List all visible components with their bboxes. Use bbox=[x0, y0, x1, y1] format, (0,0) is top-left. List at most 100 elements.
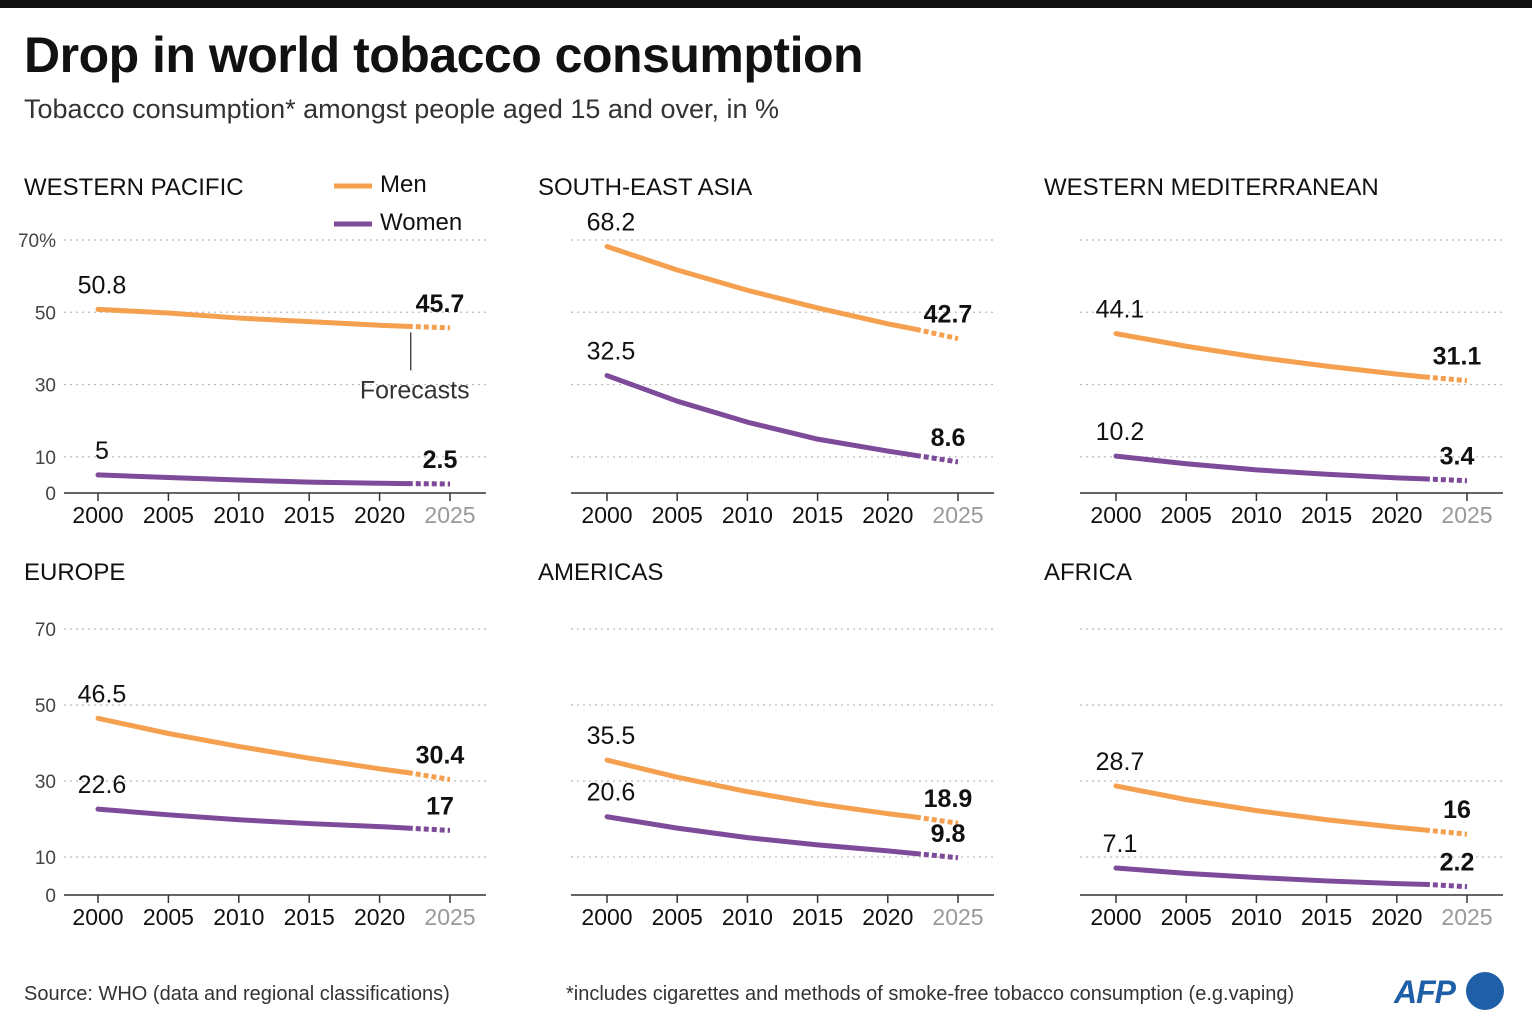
x-tick-label: 2010 bbox=[213, 502, 264, 528]
page-title: Drop in world tobacco consumption bbox=[24, 27, 864, 83]
start-value-label-women: 32.5 bbox=[587, 338, 636, 366]
start-value-label-women: 7.1 bbox=[1103, 830, 1138, 858]
x-tick-label: 2015 bbox=[1301, 904, 1352, 930]
region-title: EUROPE bbox=[24, 559, 125, 586]
x-tick-label: 2005 bbox=[652, 904, 703, 930]
x-tick-label: 2000 bbox=[581, 904, 632, 930]
x-tick-label: 2025 bbox=[1441, 904, 1492, 930]
x-tick-label: 2025 bbox=[932, 904, 983, 930]
start-value-label-men: 46.5 bbox=[78, 680, 127, 708]
y-tick-label: 70 bbox=[35, 620, 56, 641]
series-line-women bbox=[95, 472, 411, 487]
region-title: AFRICA bbox=[1044, 559, 1132, 586]
end-value-label-women: 2.2 bbox=[1440, 849, 1475, 877]
source-note: Source: WHO (data and regional classific… bbox=[24, 983, 450, 1005]
y-tick-label: 30 bbox=[35, 376, 56, 397]
region-chart-south-east-asia: SOUTH-EAST ASIA 2000 2005 2010 2015 2020 2025 6… bbox=[538, 174, 994, 528]
y-tick-label: 50 bbox=[35, 303, 56, 324]
start-value-label-men: 35.5 bbox=[587, 722, 636, 750]
x-tick-label: 2015 bbox=[284, 502, 335, 528]
x-tick-label: 2015 bbox=[792, 502, 843, 528]
x-tick-label: 2015 bbox=[284, 904, 335, 930]
region-title: SOUTH-EAST ASIA bbox=[538, 174, 752, 201]
legend-label-women: Women bbox=[380, 209, 462, 236]
end-value-label-women: 2.5 bbox=[423, 446, 458, 474]
forecast-label: Forecasts bbox=[360, 376, 470, 404]
series-line-men bbox=[95, 715, 411, 776]
series-line-men bbox=[1113, 783, 1428, 833]
x-tick-label: 2005 bbox=[143, 502, 194, 528]
x-tick-label: 2025 bbox=[424, 904, 475, 930]
series-forecast-women bbox=[1424, 881, 1468, 890]
x-tick-label: 2020 bbox=[1371, 502, 1422, 528]
end-value-label-men: 18.9 bbox=[924, 785, 973, 813]
series-line-men bbox=[1113, 331, 1428, 380]
series-line-women bbox=[604, 373, 919, 458]
x-tick-label: 2000 bbox=[1090, 502, 1141, 528]
x-tick-label: 2025 bbox=[424, 502, 475, 528]
top-rule bbox=[0, 0, 1532, 8]
end-value-label-women: 3.4 bbox=[1440, 443, 1475, 471]
region-chart-europe: EUROPE 0 10 30 50 70 2000 2005 2010 2015 2020 2025 4… bbox=[24, 559, 486, 930]
x-tick-label: 2020 bbox=[862, 502, 913, 528]
x-tick-label: 2020 bbox=[862, 904, 913, 930]
region-chart-americas: AMERICAS 2000 2005 2010 2015 2020 2025 35.5 18.9… bbox=[538, 559, 994, 930]
y-tick-label: 10 bbox=[35, 848, 56, 869]
start-value-label-men: 68.2 bbox=[587, 209, 636, 237]
x-tick-label: 2000 bbox=[72, 502, 123, 528]
end-value-label-men: 45.7 bbox=[416, 290, 465, 318]
series-forecast-men bbox=[1424, 827, 1468, 837]
region-title: WESTERN MEDITERRANEAN bbox=[1044, 174, 1379, 201]
afp-logo: AFP bbox=[1394, 970, 1510, 1014]
start-value-label-men: 28.7 bbox=[1096, 748, 1145, 776]
x-tick-label: 2020 bbox=[1371, 904, 1422, 930]
series-line-women bbox=[1113, 865, 1428, 887]
legend: Men Women bbox=[334, 171, 462, 236]
end-value-label-women: 17 bbox=[426, 792, 454, 820]
x-tick-label: 2025 bbox=[932, 502, 983, 528]
y-tick-label: 10 bbox=[35, 448, 56, 469]
y-tick-label: 70% bbox=[18, 231, 56, 252]
end-value-label-men: 31.1 bbox=[1433, 343, 1482, 371]
end-value-label-women: 8.6 bbox=[931, 424, 966, 452]
x-tick-label: 2010 bbox=[722, 502, 773, 528]
x-tick-label: 2015 bbox=[792, 904, 843, 930]
end-value-label-men: 16 bbox=[1443, 796, 1471, 824]
series-forecast-men bbox=[1424, 374, 1468, 384]
series-forecast-men bbox=[407, 770, 451, 782]
y-tick-label: 0 bbox=[45, 484, 56, 505]
afp-logo-text: AFP bbox=[1394, 974, 1456, 1010]
x-tick-label: 2010 bbox=[722, 904, 773, 930]
x-tick-label: 2005 bbox=[143, 904, 194, 930]
region-chart-western-mediterranean: WESTERN MEDITERRANEAN 2000 2005 2010 2015 202… bbox=[1044, 174, 1503, 528]
x-tick-label: 2000 bbox=[72, 904, 123, 930]
series-line-men bbox=[604, 244, 919, 332]
page-subtitle: Tobacco consumption* amongst people aged… bbox=[24, 94, 780, 124]
y-tick-label: 30 bbox=[35, 772, 56, 793]
x-tick-label: 2010 bbox=[213, 904, 264, 930]
x-tick-label: 2000 bbox=[1090, 904, 1141, 930]
x-tick-label: 2010 bbox=[1231, 904, 1282, 930]
series-forecast-men bbox=[915, 814, 959, 826]
series-forecast-men bbox=[407, 323, 451, 331]
start-value-label-men: 50.8 bbox=[78, 271, 127, 299]
series-line-women bbox=[95, 806, 411, 831]
x-tick-label: 2005 bbox=[1161, 904, 1212, 930]
start-value-label-women: 22.6 bbox=[78, 771, 127, 799]
series-line-women bbox=[1113, 453, 1428, 482]
series-forecast-women bbox=[1424, 476, 1468, 484]
start-value-label-women: 5 bbox=[95, 437, 109, 465]
x-tick-label: 2015 bbox=[1301, 502, 1352, 528]
region-chart-africa: AFRICA 2000 2005 2010 2015 2020 2025 28.7 16 7.1 2… bbox=[1044, 559, 1503, 930]
y-tick-label: 0 bbox=[45, 886, 56, 907]
start-value-label-women: 10.2 bbox=[1096, 418, 1145, 446]
footnote: *includes cigarettes and methods of smok… bbox=[566, 983, 1295, 1005]
end-value-label-men: 30.4 bbox=[416, 741, 465, 769]
end-value-label-women: 9.8 bbox=[931, 820, 966, 848]
x-tick-label: 2000 bbox=[581, 502, 632, 528]
x-tick-label: 2020 bbox=[354, 904, 405, 930]
x-tick-label: 2005 bbox=[1161, 502, 1212, 528]
series-line-women bbox=[604, 814, 919, 857]
region-title: AMERICAS bbox=[538, 559, 663, 586]
